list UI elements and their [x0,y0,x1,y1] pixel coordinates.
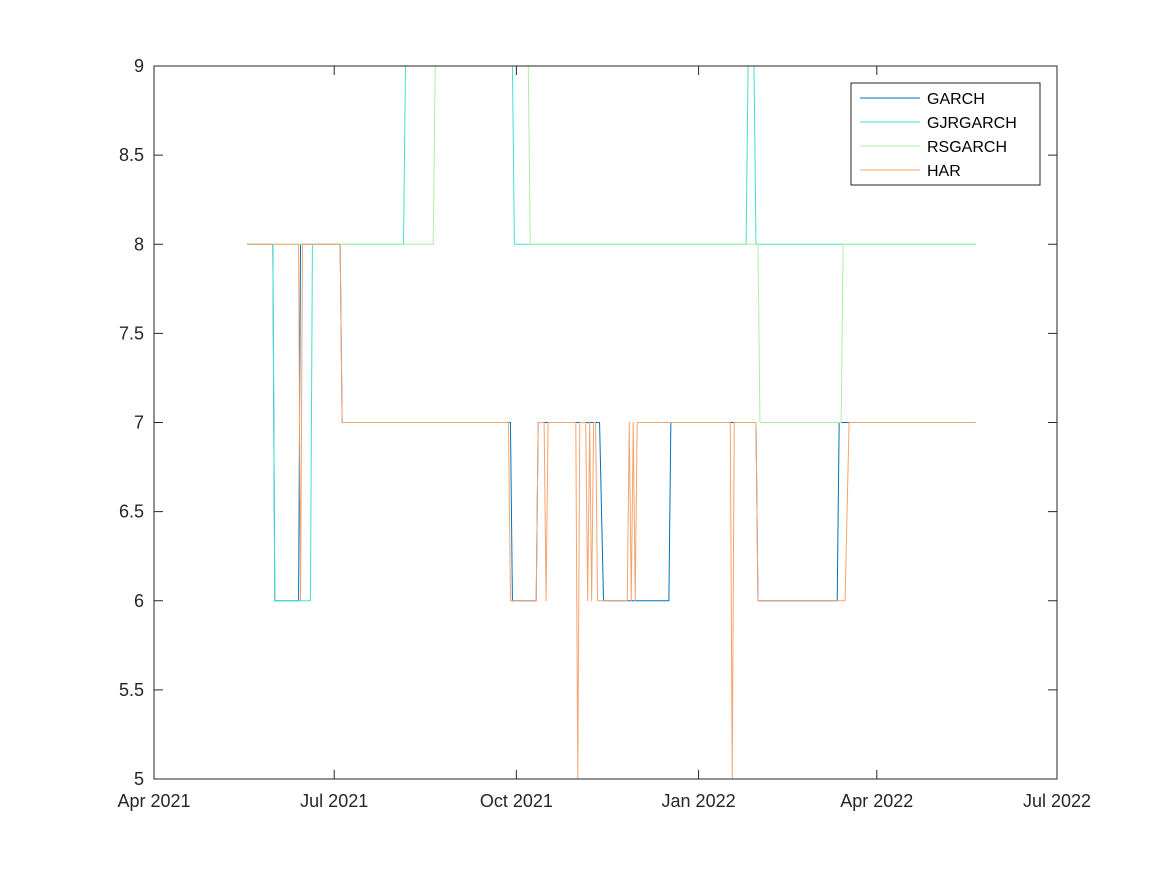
x-tick-label: Jul 2022 [1023,791,1091,811]
legend-label-har: HAR [927,163,961,180]
y-tick-label: 6 [134,591,144,611]
legend-box [850,82,1041,186]
legend: GARCH GJRGARCH RSGARCH HAR [850,82,1041,186]
y-tick-label: 7 [134,413,144,433]
y-tick-label: 8 [134,234,144,254]
series-line-rsgarch [247,65,976,423]
y-tick-label: 5 [134,769,144,789]
axis-ticks [153,65,1058,780]
x-tick-label: Apr 2021 [117,791,190,811]
x-tick-label: Oct 2021 [480,791,553,811]
y-tick-label: 6.5 [119,502,144,522]
x-tick-label: Apr 2022 [840,791,913,811]
legend-label-garch: GARCH [927,91,985,108]
legend-label-gjrgarch: GJRGARCH [927,115,1017,132]
y-tick-label: 5.5 [119,680,144,700]
x-tick-label: Jul 2021 [300,791,368,811]
x-tick-labels: Apr 2021 Jul 2021 Oct 2021 Jan 2022 Apr 2022… [117,791,1091,811]
y-tick-label: 9 [134,56,144,76]
legend-label-rsgarch: RSGARCH [927,139,1007,156]
y-tick-labels: 5 5.5 6 6.5 7 7.5 8 8.5 9 [119,56,144,789]
y-tick-label: 7.5 [119,323,144,343]
x-tick-label: Jan 2022 [662,791,736,811]
y-tick-label: 8.5 [119,145,144,165]
